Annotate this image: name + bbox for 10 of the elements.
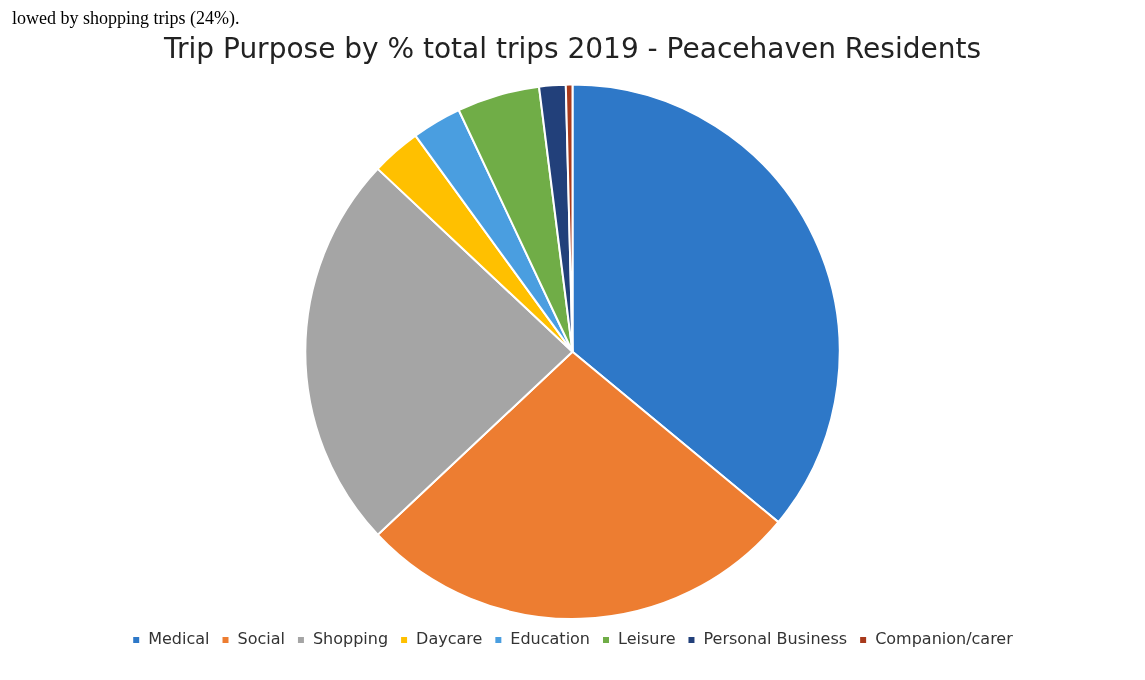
legend-label: Daycare bbox=[416, 629, 483, 649]
legend-label: Education bbox=[510, 629, 590, 649]
legend-label: Social bbox=[237, 629, 285, 649]
legend-label: Medical bbox=[148, 629, 210, 649]
legend-label: Companion/carer bbox=[875, 629, 1014, 649]
chart-title: Trip Purpose by % total trips 2019 - Peacehaven Residents bbox=[163, 32, 981, 66]
legend-label: Leisure bbox=[618, 629, 676, 649]
text: lowed by shopping trips (24%). bbox=[12, 7, 240, 29]
legend-label: Personal Business bbox=[703, 629, 848, 649]
legend-label: Shopping bbox=[312, 629, 389, 649]
